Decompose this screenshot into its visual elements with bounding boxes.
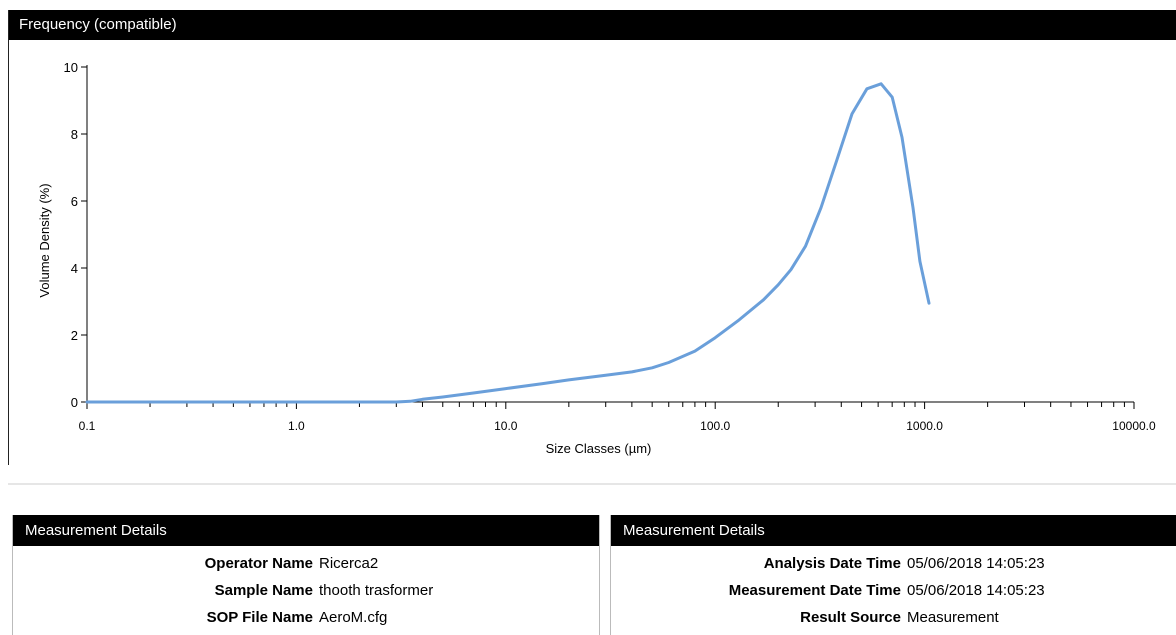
detail-label: Analysis Date Time: [763, 555, 901, 572]
frequency-chart: 0 2 4 6 8 10 0.1 1.0 10.0 100.0 1000.0 10000.0 Size …: [37, 60, 1156, 456]
detail-row-analysis-date-time: Analysis Date Time 05/06/2018 14:05:23: [611, 550, 1176, 577]
x-tick-label: 1.0: [288, 419, 305, 433]
x-tick-label: 0.1: [79, 419, 96, 433]
details-left-header: Measurement Details: [13, 515, 599, 546]
detail-value: 05/06/2018 14:05:23: [907, 555, 1045, 572]
detail-value: AeroM.cfg: [319, 609, 388, 626]
x-tick-label: 10.0: [494, 419, 518, 433]
frequency-chart-panel: Frequency (compatible) 0 2 4 6 8 10 0.1 1.0 10.0…: [8, 10, 1176, 465]
series-line: [85, 82, 931, 404]
detail-row-operator-name: Operator Name Ricerca2: [13, 550, 599, 577]
detail-row-measurement-date-time: Measurement Date Time 05/06/2018 14:05:2…: [611, 577, 1176, 604]
measurement-details-panel-right: Measurement Details Analysis Date Time 0…: [610, 515, 1176, 635]
y-tick-label: 0: [71, 395, 78, 410]
detail-label: SOP File Name: [206, 609, 313, 626]
chart-panel-header: Frequency (compatible): [9, 10, 1176, 40]
section-divider: [8, 483, 1176, 485]
y-tick-label: 6: [71, 194, 78, 209]
y-axis-title: Volume Density (%): [37, 183, 52, 297]
detail-label: Operator Name: [204, 555, 313, 572]
y-tick-label: 10: [64, 60, 78, 75]
x-tick-label: 100.0: [700, 419, 730, 433]
x-axis-title: Size Classes (µm): [546, 441, 652, 456]
y-tick-label: 8: [71, 127, 78, 142]
detail-label: Measurement Date Time: [728, 582, 901, 599]
detail-value: Measurement: [907, 609, 999, 626]
y-tick-label: 4: [71, 261, 78, 276]
detail-row-sop-file-name: SOP File Name AeroM.cfg: [13, 604, 599, 631]
detail-value: 05/06/2018 14:05:23: [907, 582, 1045, 599]
detail-row-sample-name: Sample Name thooth trasformer: [13, 577, 599, 604]
x-tick-label: 10000.0: [1112, 419, 1156, 433]
detail-row-result-source: Result Source Measurement: [611, 604, 1176, 631]
detail-value: Ricerca2: [319, 555, 379, 572]
x-tick-label: 1000.0: [906, 419, 943, 433]
details-right-header: Measurement Details: [611, 515, 1176, 546]
detail-value: thooth trasformer: [319, 582, 434, 599]
detail-label: Result Source: [800, 609, 901, 626]
measurement-details-panel-left: Measurement Details Operator Name Ricerc…: [12, 515, 600, 635]
detail-label: Sample Name: [214, 582, 313, 599]
y-tick-label: 2: [71, 328, 78, 343]
